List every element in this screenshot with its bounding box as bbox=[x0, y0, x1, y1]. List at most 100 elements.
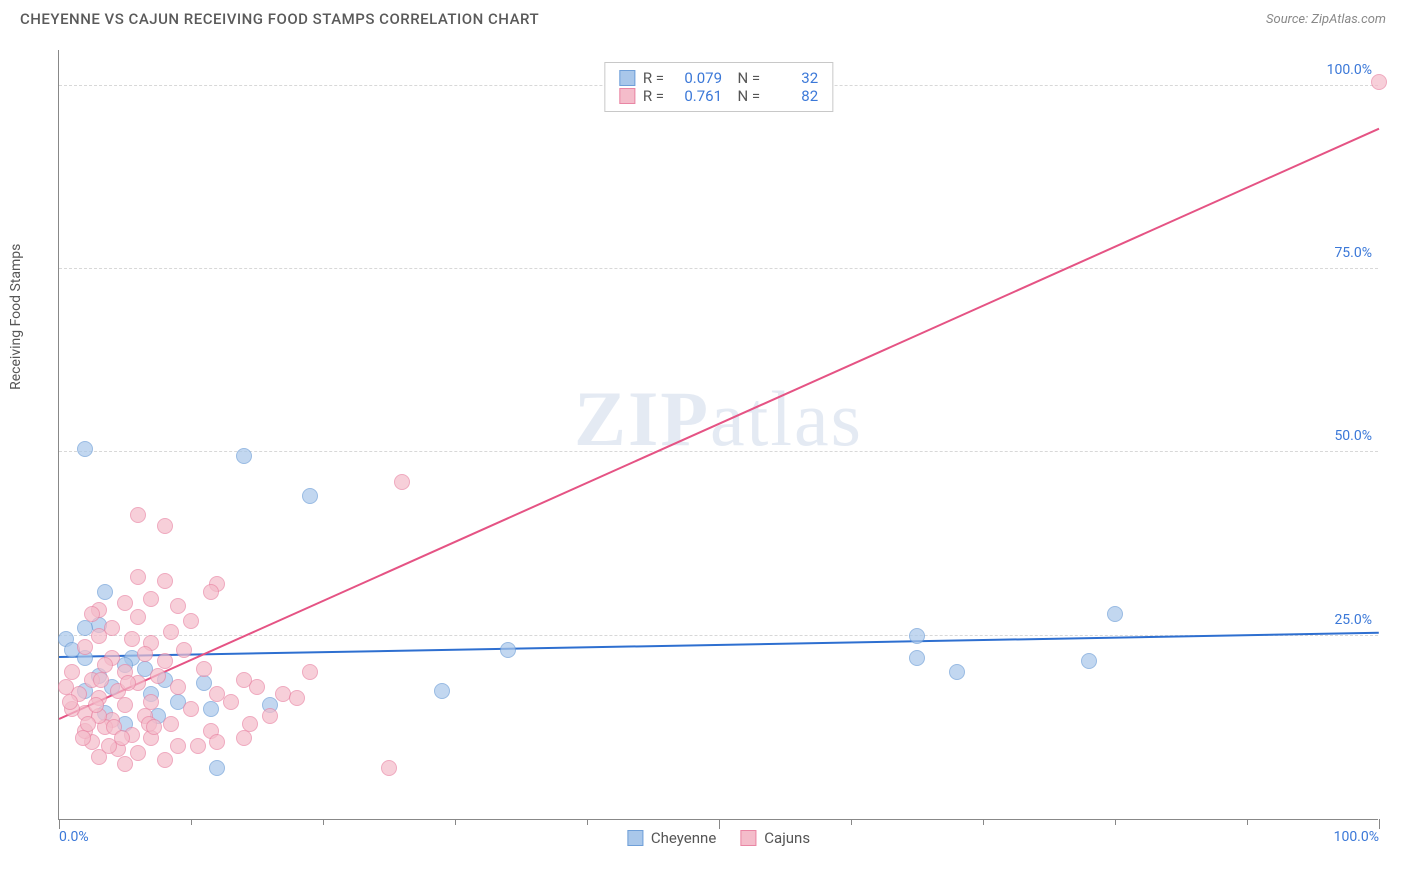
chart-title: CHEYENNE VS CAJUN RECEIVING FOOD STAMPS … bbox=[20, 10, 539, 28]
scatter-point bbox=[394, 474, 410, 490]
legend-swatch bbox=[740, 830, 756, 846]
scatter-point bbox=[91, 628, 107, 644]
stat-r-label: R = bbox=[643, 87, 664, 105]
x-tick bbox=[851, 819, 852, 825]
stat-r-label: R = bbox=[643, 69, 664, 87]
scatter-point bbox=[236, 730, 252, 746]
scatter-point bbox=[130, 609, 146, 625]
scatter-point bbox=[157, 653, 173, 669]
scatter-point bbox=[157, 752, 173, 768]
scatter-point bbox=[170, 679, 186, 695]
scatter-point bbox=[143, 694, 159, 710]
legend-bottom: Cheyenne Cajuns bbox=[627, 829, 810, 847]
scatter-point bbox=[289, 690, 305, 706]
scatter-point bbox=[381, 760, 397, 776]
scatter-point bbox=[196, 661, 212, 677]
y-tick-label: 25.0% bbox=[1334, 612, 1372, 628]
scatter-point bbox=[120, 675, 136, 691]
legend-item: Cajuns bbox=[740, 829, 810, 847]
scatter-point bbox=[1107, 606, 1123, 622]
y-tick-label: 75.0% bbox=[1334, 245, 1372, 261]
stat-r-value: 0.079 bbox=[672, 69, 722, 87]
y-tick-label: 100.0% bbox=[1327, 62, 1372, 78]
source-label: Source: ZipAtlas.com bbox=[1266, 12, 1386, 27]
x-tick bbox=[1247, 819, 1248, 825]
scatter-point bbox=[117, 756, 133, 772]
scatter-point bbox=[183, 613, 199, 629]
legend-swatch bbox=[619, 70, 635, 86]
scatter-point bbox=[150, 668, 166, 684]
header: CHEYENNE VS CAJUN RECEIVING FOOD STAMPS … bbox=[0, 0, 1406, 34]
x-tick bbox=[587, 819, 588, 825]
scatter-point bbox=[302, 664, 318, 680]
legend-label: Cheyenne bbox=[651, 829, 716, 847]
gridline-h bbox=[59, 268, 1378, 269]
scatter-point bbox=[58, 679, 74, 695]
scatter-point bbox=[114, 730, 130, 746]
scatter-point bbox=[62, 694, 78, 710]
x-tick bbox=[455, 819, 456, 825]
scatter-point bbox=[209, 734, 225, 750]
scatter-point bbox=[97, 584, 113, 600]
scatter-point bbox=[143, 591, 159, 607]
x-label-min: 0.0% bbox=[59, 829, 89, 845]
legend-swatch bbox=[627, 830, 643, 846]
stat-n-value: 82 bbox=[768, 87, 818, 105]
stats-row: R = 0.761 N = 82 bbox=[619, 87, 818, 105]
legend-label: Cajuns bbox=[764, 829, 810, 847]
scatter-point bbox=[157, 518, 173, 534]
scatter-point bbox=[500, 642, 516, 658]
stat-n-label: N = bbox=[730, 87, 760, 105]
scatter-point bbox=[157, 573, 173, 589]
scatter-point bbox=[223, 694, 239, 710]
scatter-point bbox=[190, 738, 206, 754]
scatter-point bbox=[209, 760, 225, 776]
x-tick bbox=[59, 819, 60, 829]
scatter-point bbox=[117, 595, 133, 611]
y-axis-label: Receiving Food Stamps bbox=[8, 244, 24, 390]
scatter-point bbox=[949, 664, 965, 680]
scatter-point bbox=[77, 639, 93, 655]
scatter-point bbox=[1081, 653, 1097, 669]
scatter-point bbox=[909, 628, 925, 644]
scatter-point bbox=[236, 448, 252, 464]
scatter-point bbox=[93, 672, 109, 688]
scatter-point bbox=[117, 697, 133, 713]
chart-container: Receiving Food Stamps ZIPatlas 25.0%50.0… bbox=[20, 40, 1386, 870]
scatter-point bbox=[909, 650, 925, 666]
plot-area: ZIPatlas 25.0%50.0%75.0%100.0%0.0%100.0%… bbox=[58, 50, 1378, 820]
x-tick bbox=[191, 819, 192, 825]
scatter-point bbox=[64, 664, 80, 680]
trend-line bbox=[59, 128, 1380, 720]
scatter-point bbox=[77, 441, 93, 457]
scatter-point bbox=[434, 683, 450, 699]
scatter-point bbox=[236, 672, 252, 688]
stats-row: R = 0.079 N = 32 bbox=[619, 69, 818, 87]
stat-r-value: 0.761 bbox=[672, 87, 722, 105]
scatter-point bbox=[163, 624, 179, 640]
gridline-h bbox=[59, 451, 1378, 452]
scatter-point bbox=[163, 716, 179, 732]
scatter-point bbox=[130, 569, 146, 585]
x-tick bbox=[983, 819, 984, 825]
x-tick bbox=[323, 819, 324, 825]
scatter-point bbox=[170, 598, 186, 614]
scatter-point bbox=[203, 701, 219, 717]
x-tick bbox=[1379, 819, 1380, 829]
y-tick-label: 50.0% bbox=[1334, 428, 1372, 444]
scatter-point bbox=[262, 708, 278, 724]
x-label-max: 100.0% bbox=[1334, 829, 1379, 845]
scatter-point bbox=[170, 738, 186, 754]
scatter-point bbox=[84, 606, 100, 622]
legend-item: Cheyenne bbox=[627, 829, 716, 847]
stat-n-label: N = bbox=[730, 69, 760, 87]
scatter-point bbox=[75, 730, 91, 746]
scatter-point bbox=[242, 716, 258, 732]
scatter-point bbox=[302, 488, 318, 504]
x-tick bbox=[719, 819, 720, 829]
scatter-point bbox=[88, 697, 104, 713]
stat-n-value: 32 bbox=[768, 69, 818, 87]
scatter-point bbox=[124, 631, 140, 647]
scatter-point bbox=[203, 584, 219, 600]
scatter-point bbox=[80, 716, 96, 732]
